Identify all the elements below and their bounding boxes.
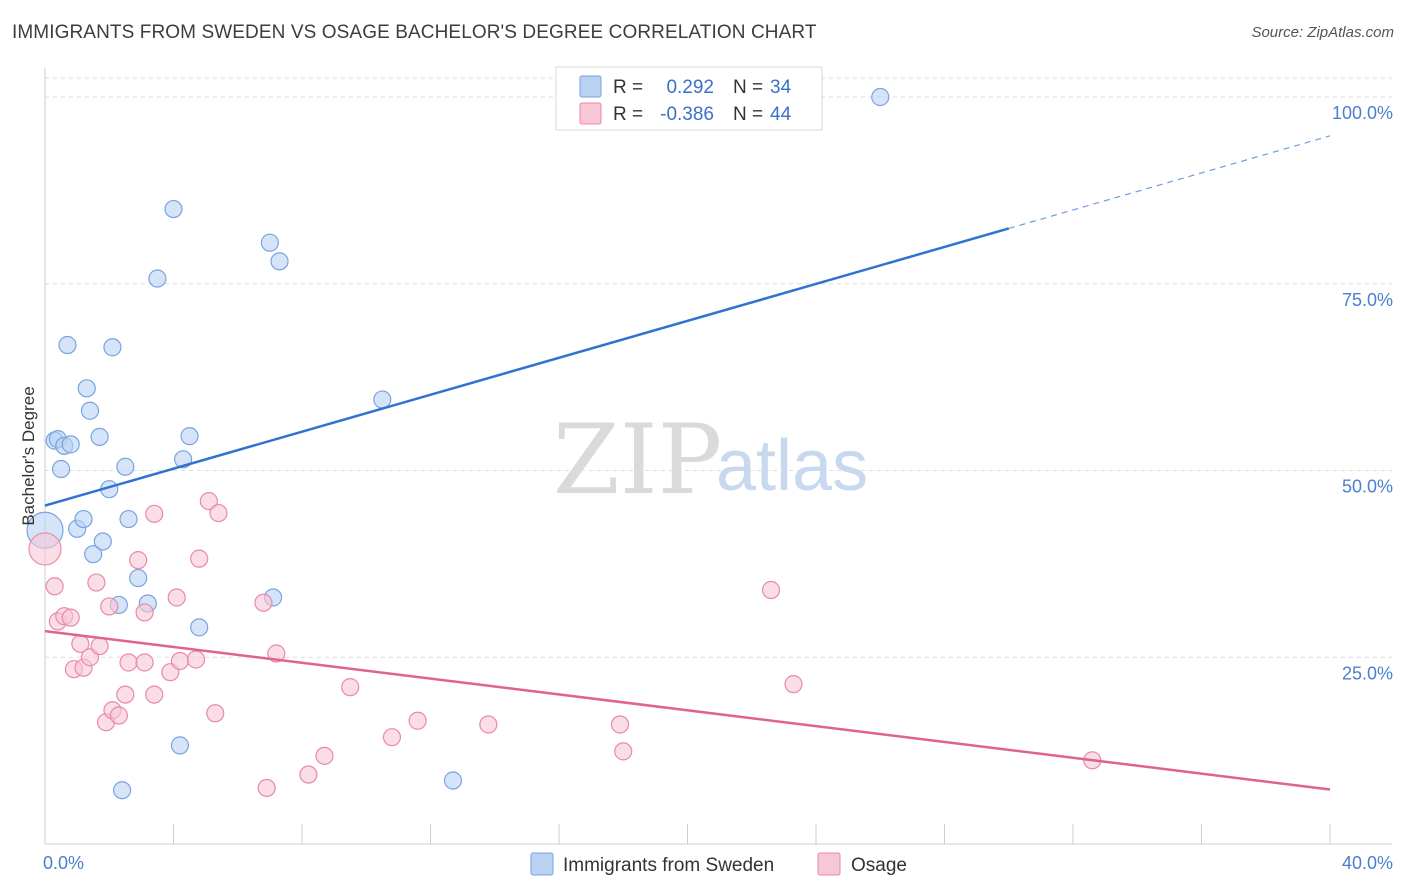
- watermark-atlas: atlas: [716, 426, 868, 506]
- legend-r-label-osage: R =: [613, 104, 643, 125]
- point-sweden-19: [119, 509, 138, 529]
- point-osage-38: [479, 715, 498, 734]
- watermark-zip: ZIP: [553, 404, 722, 516]
- point-osage-29: [209, 503, 228, 523]
- point-osage-33: [299, 765, 318, 784]
- point-osage-9: [87, 573, 106, 592]
- legend-swatch-osage: [579, 102, 602, 125]
- point-osage-35: [341, 678, 360, 697]
- bottom-legend-swatch-sweden: [530, 852, 554, 876]
- point-sweden-8: [74, 509, 93, 529]
- point-osage-37: [408, 711, 427, 730]
- bottom-legend-swatch-osage: [817, 852, 841, 876]
- point-osage-34: [315, 746, 334, 765]
- source-label: Source: ZipAtlas.com: [1251, 24, 1394, 41]
- point-sweden-11: [84, 545, 103, 564]
- point-osage-31: [257, 778, 276, 798]
- tick-labels: 100.0% 75.0% 50.0% 25.0% 0.0% 40.0%: [43, 103, 1393, 873]
- trend-lines: [44, 135, 1331, 791]
- trend-extension-sweden: [1008, 135, 1331, 230]
- legend-n-label-sweden: N =: [733, 77, 763, 98]
- data-points: [26, 87, 1102, 800]
- point-sweden-24: [170, 736, 190, 755]
- x-tick-label-0: 0.0%: [43, 853, 84, 873]
- y-tick-label-0: 100.0%: [1332, 103, 1393, 123]
- point-osage-39: [610, 715, 630, 734]
- trend-line-sweden: [44, 227, 1010, 507]
- point-osage-25: [186, 650, 206, 669]
- point-sweden-15: [103, 338, 122, 357]
- point-sweden-18: [116, 457, 135, 476]
- point-sweden-26: [180, 427, 199, 446]
- y-tick-label-1: 75.0%: [1342, 290, 1393, 310]
- point-osage-16: [119, 653, 138, 672]
- y-tick-label-3: 25.0%: [1342, 663, 1393, 683]
- point-sweden-10: [80, 401, 100, 420]
- point-osage-17: [129, 551, 148, 570]
- point-osage-1: [45, 577, 64, 596]
- point-sweden-6: [61, 435, 80, 454]
- legend-r-label-sweden: R =: [613, 77, 643, 98]
- point-sweden-31: [373, 390, 392, 409]
- legend: R = 0.292 N = 34 R = -0.386 N = 44: [555, 66, 823, 131]
- point-osage-27: [199, 492, 218, 511]
- point-sweden-30: [270, 252, 289, 271]
- legend-n-value-osage: 44: [770, 104, 792, 125]
- x-tick-label-1: 40.0%: [1342, 853, 1393, 873]
- point-osage-42: [784, 675, 803, 694]
- point-sweden-3: [51, 459, 71, 479]
- point-sweden-17: [112, 781, 132, 800]
- point-osage-26: [190, 549, 209, 568]
- y-axis-title: Bachelor's Degree: [19, 386, 38, 525]
- point-osage-4: [61, 608, 80, 627]
- point-sweden-22: [148, 269, 167, 288]
- point-osage-14: [109, 706, 128, 725]
- point-osage-15: [116, 685, 135, 704]
- gridlines: [45, 77, 1392, 658]
- legend-swatch-sweden: [579, 75, 602, 98]
- bottom-legend-label-sweden: Immigrants from Sweden: [563, 855, 774, 876]
- point-osage-41: [761, 580, 781, 600]
- point-sweden-20: [129, 568, 148, 588]
- point-osage-32: [267, 644, 286, 663]
- chart-title: IMMIGRANTS FROM SWEDEN VS OSAGE BACHELOR…: [12, 22, 817, 43]
- point-sweden-9: [77, 379, 96, 398]
- point-sweden-33: [871, 87, 890, 107]
- legend-n-label-osage: N =: [733, 104, 763, 125]
- legend-r-value-osage: -0.386: [660, 104, 714, 125]
- axes: [44, 68, 1392, 845]
- point-osage-18: [135, 603, 154, 622]
- point-osage-23: [167, 588, 186, 607]
- point-sweden-23: [164, 199, 183, 219]
- point-osage-20: [145, 685, 164, 704]
- y-tick-label-2: 50.0%: [1342, 477, 1393, 497]
- legend-r-value-sweden: 0.292: [666, 77, 714, 98]
- bottom-legend-label-osage: Osage: [851, 855, 907, 876]
- point-osage-40: [614, 742, 633, 761]
- point-osage-10: [90, 636, 109, 656]
- point-sweden-13: [93, 532, 112, 551]
- point-osage-0: [28, 532, 62, 566]
- point-osage-30: [254, 593, 273, 612]
- point-osage-12: [100, 597, 119, 616]
- point-osage-36: [382, 728, 402, 747]
- point-osage-21: [145, 504, 164, 523]
- legend-n-value-sweden: 34: [770, 77, 792, 98]
- point-sweden-28: [260, 233, 279, 252]
- bottom-legend: Immigrants from Sweden Osage: [530, 852, 907, 876]
- point-sweden-32: [443, 771, 463, 790]
- point-osage-28: [206, 704, 225, 723]
- point-osage-19: [135, 653, 154, 672]
- point-sweden-27: [190, 618, 209, 637]
- trend-line-osage: [44, 629, 1331, 791]
- point-sweden-5: [58, 335, 77, 355]
- point-sweden-12: [90, 427, 109, 446]
- point-osage-24: [170, 651, 190, 671]
